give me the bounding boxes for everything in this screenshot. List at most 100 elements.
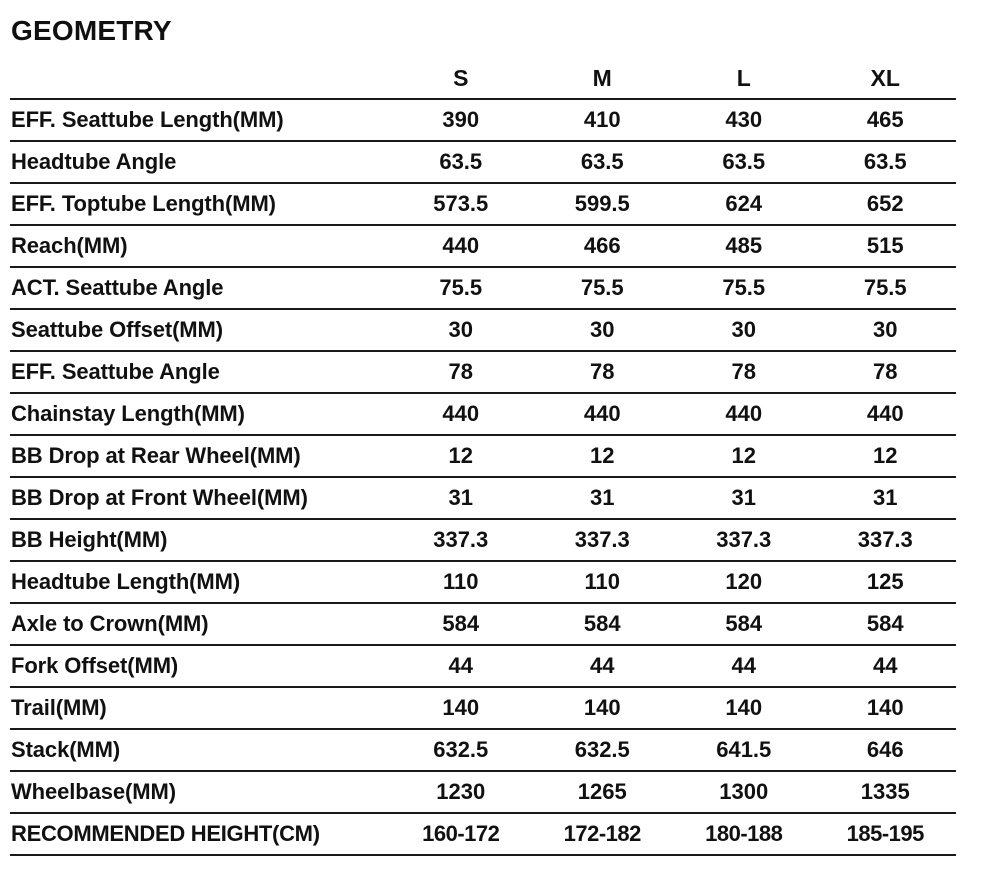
cell-value: 63.5 [580,149,624,174]
table-row: Chainstay Length(MM) 440 440 440 440 [10,393,956,435]
cell-value: 75.5 [722,275,766,300]
table-row: ACT. Seattube Angle 75.5 75.5 75.5 75.5 [10,267,956,309]
cell-value: 337.3 [574,527,630,552]
cell-value: 63.5 [722,149,766,174]
row-label: BB Height(MM) [11,527,168,552]
cell-value: 140 [583,695,621,720]
cell-value: 75.5 [439,275,483,300]
row-label: BB Drop at Rear Wheel(MM) [11,443,301,468]
row-label: EFF. Seattube Length(MM) [11,107,284,132]
table-row: Reach(MM) 440 466 485 515 [10,225,956,267]
header-row: S M L XL [10,56,956,99]
table-row: Trail(MM) 140 140 140 140 [10,687,956,729]
cell-value: 31 [873,485,898,510]
cell-value: 44 [590,653,615,678]
cell-value: 440 [866,401,904,426]
cell-value: 466 [583,233,621,258]
row-label: EFF. Seattube Angle [11,359,220,384]
cell-value: 31 [590,485,615,510]
row-label: BB Drop at Front Wheel(MM) [11,485,308,510]
table-row: EFF. Seattube Angle 78 78 78 78 [10,351,956,393]
table-row: BB Height(MM) 337.3 337.3 337.3 337.3 [10,519,956,561]
cell-value: 160-172 [422,821,500,846]
row-label: Headtube Length(MM) [11,569,241,594]
row-label: Fork Offset(MM) [11,653,179,678]
cell-value: 573.5 [433,191,489,216]
row-label: EFF. Toptube Length(MM) [11,191,276,216]
row-label: Stack(MM) [11,737,121,762]
cell-value: 172-182 [563,821,642,846]
cell-value: 624 [725,191,763,216]
cell-value: 646 [866,737,904,762]
cell-value: 12 [448,443,473,468]
table-header: S M L XL [10,56,956,99]
cell-value: 185-195 [846,821,925,846]
cell-value: 63.5 [439,149,483,174]
column-header-s: S [453,65,469,91]
cell-value: 465 [866,107,904,132]
row-label: RECOMMENDED HEIGHT(CM) [11,821,320,846]
cell-value: 440 [725,401,763,426]
cell-value: 652 [866,191,904,216]
cell-value: 75.5 [863,275,907,300]
table-row: Wheelbase(MM) 1230 1265 1300 1335 [10,771,956,813]
row-label: ACT. Seattube Angle [11,275,224,300]
cell-value: 1335 [860,779,910,804]
table-row: Seattube Offset(MM) 30 30 30 30 [10,309,956,351]
cell-value: 44 [873,653,898,678]
column-header-xl: XL [870,65,900,91]
table-row: RECOMMENDED HEIGHT(CM) 160-172 172-182 180-… [10,813,956,855]
table-row: Headtube Angle 63.5 63.5 63.5 63.5 [10,141,956,183]
table-row: EFF. Seattube Length(MM) 390 410 430 465 [10,99,956,141]
cell-value: 632.5 [574,737,630,762]
table-row: Headtube Length(MM) 110 110 120 125 [10,561,956,603]
cell-value: 599.5 [574,191,630,216]
table-row: Fork Offset(MM) 44 44 44 44 [10,645,956,687]
row-label: Headtube Angle [11,149,177,174]
cell-value: 110 [443,569,479,594]
geometry-table: S M L XL EFF. Seattube Length(MM) 390 410 4… [10,56,956,856]
cell-value: 337.3 [857,527,913,552]
table-body: EFF. Seattube Length(MM) 390 410 430 465 Head… [10,99,956,855]
cell-value: 78 [590,359,615,384]
cell-value: 78 [731,359,756,384]
cell-value: 584 [725,611,763,636]
cell-value: 12 [731,443,756,468]
cell-value: 140 [725,695,763,720]
cell-value: 337.3 [716,527,772,552]
cell-value: 140 [866,695,904,720]
cell-value: 410 [583,107,621,132]
cell-value: 440 [442,233,480,258]
cell-value: 584 [583,611,621,636]
row-label: Seattube Offset(MM) [11,317,223,342]
cell-value: 1300 [719,779,769,804]
cell-value: 78 [873,359,898,384]
cell-value: 78 [448,359,473,384]
cell-value: 31 [731,485,756,510]
cell-value: 12 [873,443,898,468]
cell-value: 140 [442,695,480,720]
cell-value: 584 [866,611,904,636]
cell-value: 440 [442,401,480,426]
cell-value: 390 [442,107,480,132]
cell-value: 430 [725,107,763,132]
cell-value: 485 [725,233,763,258]
cell-value: 75.5 [580,275,624,300]
cell-value: 1230 [436,779,486,804]
table-row: Stack(MM) 632.5 632.5 641.5 646 [10,729,956,771]
column-header-spec [10,56,390,99]
cell-value: 641.5 [716,737,772,762]
cell-value: 44 [448,653,473,678]
row-label: Reach(MM) [11,233,128,258]
cell-value: 1265 [577,779,627,804]
cell-value: 180-188 [705,821,783,846]
cell-value: 30 [731,317,756,342]
table-row: EFF. Toptube Length(MM) 573.5 599.5 624 652 [10,183,956,225]
cell-value: 120 [725,569,763,594]
cell-value: 44 [731,653,756,678]
cell-value: 30 [448,317,473,342]
cell-value: 12 [590,443,615,468]
row-label: Trail(MM) [11,695,107,720]
cell-value: 30 [590,317,615,342]
